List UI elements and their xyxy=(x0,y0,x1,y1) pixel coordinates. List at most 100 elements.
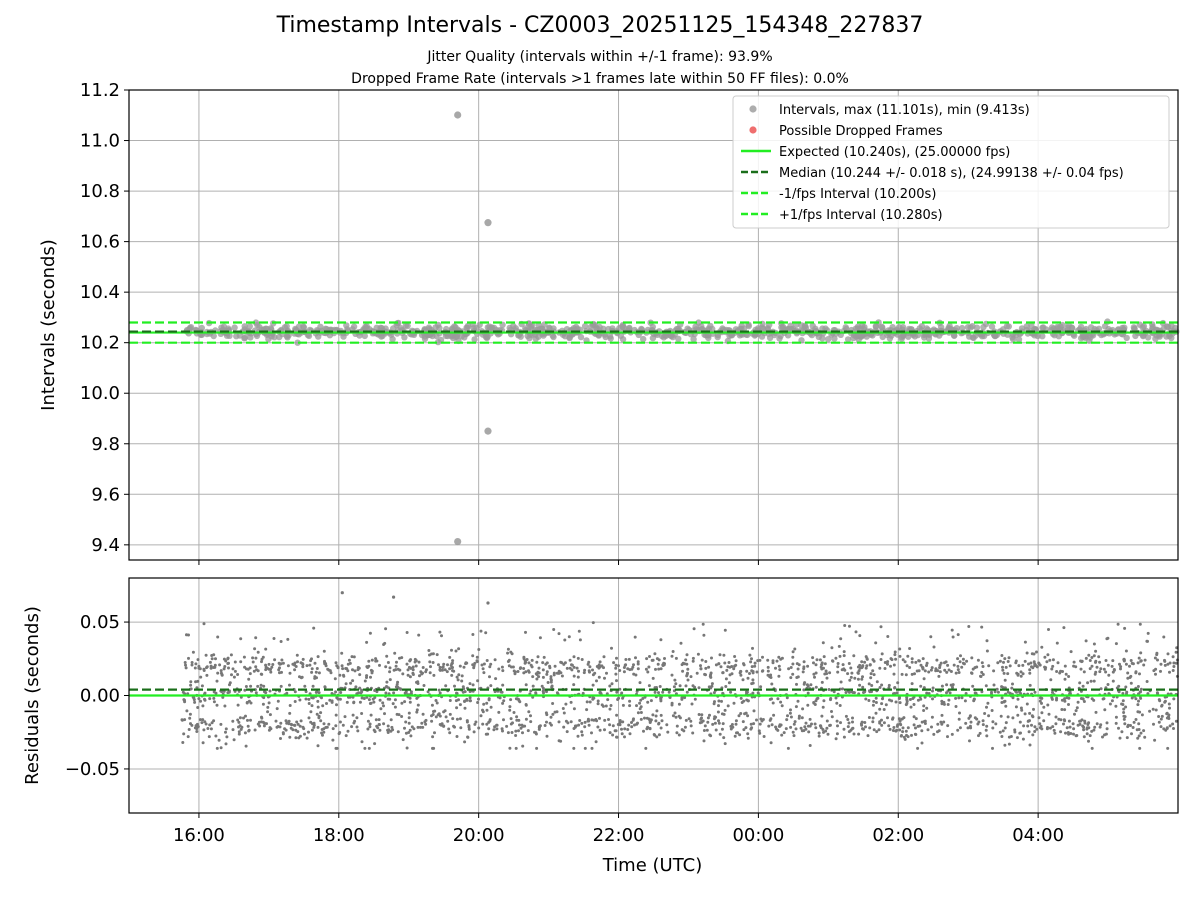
residual-point xyxy=(299,661,303,665)
residual-point xyxy=(836,670,840,674)
intervals-plot-frame xyxy=(128,89,1179,561)
residual-point xyxy=(551,702,555,705)
residual-point xyxy=(188,716,192,720)
residual-point xyxy=(358,700,362,704)
residual-point xyxy=(320,728,324,731)
residual-point xyxy=(378,698,382,702)
residual-point xyxy=(1055,641,1059,645)
residual-point xyxy=(1046,653,1050,657)
residual-point xyxy=(1101,697,1105,701)
residual-point xyxy=(1020,708,1024,712)
residual-point xyxy=(675,724,679,728)
residual-point xyxy=(1065,696,1069,700)
residual-point xyxy=(479,714,483,718)
residual-point xyxy=(802,660,806,664)
residual-point xyxy=(1082,735,1086,739)
residual-point xyxy=(388,666,392,670)
residual-point xyxy=(1043,655,1047,659)
residual-point xyxy=(1160,714,1164,718)
interval-point xyxy=(389,335,396,343)
residual-point xyxy=(618,687,622,691)
residual-point xyxy=(800,716,804,720)
residual-point xyxy=(846,672,850,676)
residual-point xyxy=(828,671,832,675)
residual-point xyxy=(343,715,347,719)
residual-point xyxy=(251,656,255,660)
residual-point xyxy=(1080,718,1084,722)
legend-box xyxy=(732,95,1170,229)
residual-point xyxy=(212,666,216,669)
residual-point xyxy=(975,665,979,669)
residual-point xyxy=(577,723,581,727)
residual-point xyxy=(448,731,452,735)
residual-point xyxy=(707,665,711,669)
residual-point xyxy=(751,646,754,650)
residual-point xyxy=(421,712,425,716)
residual-point xyxy=(769,676,773,679)
residual-point xyxy=(461,690,465,694)
residual-point xyxy=(227,690,231,694)
residual-point xyxy=(756,659,760,663)
residual-point xyxy=(220,673,224,677)
residual-point xyxy=(455,735,459,738)
residual-point xyxy=(322,722,326,726)
residual-point xyxy=(208,697,212,701)
residual-point xyxy=(686,667,690,671)
residual-point xyxy=(628,704,632,708)
residual-point xyxy=(1163,663,1167,667)
residual-point xyxy=(729,690,733,694)
residual-point xyxy=(1119,667,1122,671)
residual-point xyxy=(970,656,974,660)
residual-point xyxy=(1021,737,1025,741)
residual-point xyxy=(685,662,689,666)
residual-point xyxy=(303,684,307,688)
residual-point xyxy=(1130,696,1134,700)
residual-point xyxy=(509,665,513,669)
residual-point xyxy=(946,663,950,667)
residual-point xyxy=(615,713,619,717)
residual-point xyxy=(185,709,189,713)
residual-point xyxy=(1132,720,1136,724)
residual-point xyxy=(814,726,818,730)
residual-point xyxy=(651,676,655,680)
residual-point xyxy=(1145,680,1149,683)
residual-point xyxy=(458,703,462,707)
residual-point xyxy=(400,715,404,718)
residual-point xyxy=(670,654,674,658)
residual-point xyxy=(821,641,825,645)
residual-point xyxy=(212,700,216,704)
residual-point xyxy=(418,725,422,729)
residual-point xyxy=(742,728,746,732)
residual-point xyxy=(674,715,678,719)
residual-point xyxy=(968,714,972,718)
residual-point xyxy=(610,682,614,686)
residual-point xyxy=(377,718,381,722)
residual-point xyxy=(734,663,738,667)
residual-point xyxy=(455,706,459,710)
residual-point xyxy=(296,722,300,726)
residual-point xyxy=(194,662,198,666)
residual-point xyxy=(743,712,747,716)
residual-point xyxy=(920,729,924,733)
residual-point xyxy=(886,635,890,638)
residual-point xyxy=(446,719,450,723)
residual-point xyxy=(853,676,857,680)
residual-point xyxy=(279,737,282,740)
residual-point xyxy=(814,671,818,675)
residual-point xyxy=(614,666,618,670)
residual-point xyxy=(723,628,727,632)
residual-point xyxy=(485,708,489,712)
residual-point xyxy=(408,728,412,732)
residual-point xyxy=(549,675,553,679)
residual-point xyxy=(233,669,237,673)
residual-point xyxy=(1035,727,1039,731)
residual-point xyxy=(196,725,200,729)
residual-point xyxy=(917,659,921,663)
residual-point xyxy=(848,624,851,628)
residual-point xyxy=(1116,622,1120,626)
residual-point xyxy=(891,729,895,732)
residual-point xyxy=(936,669,940,673)
residual-point xyxy=(739,673,743,677)
residual-point xyxy=(396,730,400,734)
residual-point xyxy=(940,702,944,706)
